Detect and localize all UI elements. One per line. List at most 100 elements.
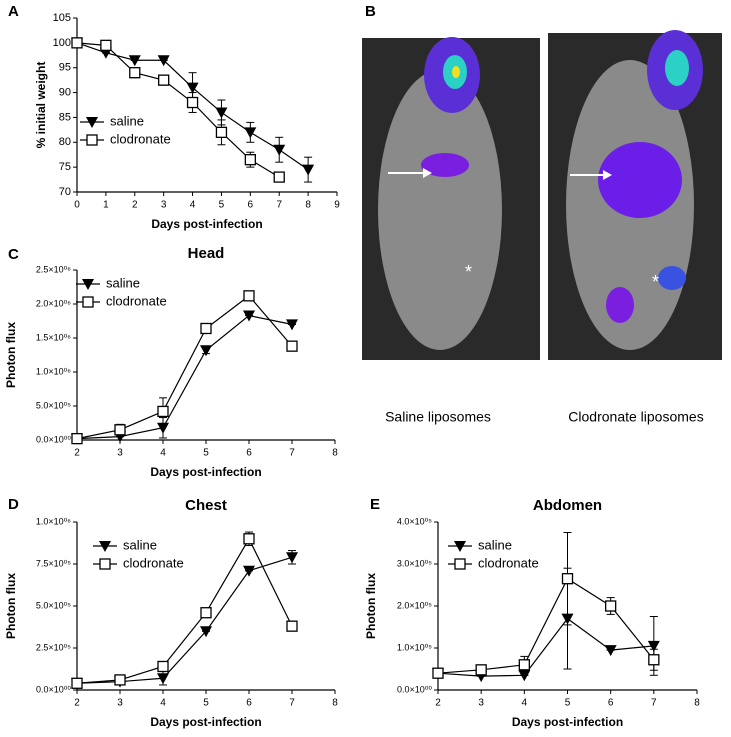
x-tick-label: 2 [74,448,80,459]
marker [648,654,660,666]
x-tick-label: 4 [190,200,196,211]
series-line [76,556,293,684]
signal-chest [598,142,682,218]
marker [100,39,112,51]
y-axis-label: % initial weight [34,62,48,149]
marker [114,674,126,686]
signal-leg [606,287,634,323]
y-axis-label: Photon flux [4,322,18,388]
x-axis-label: Days post-infection [151,217,262,231]
marker [432,667,444,679]
arrow-head [603,170,612,180]
image-panel: B * * Saline liposomes Clodronate liposo… [362,3,722,425]
x-tick-label: 2 [435,698,441,709]
marker [82,296,94,308]
series-line [437,617,654,677]
marker [273,144,286,156]
x-tick-label: 4 [522,698,528,709]
marker [243,565,255,577]
legend-label: saline [110,113,144,128]
x-tick-label: 8 [332,698,338,709]
y-tick-label: 5.0×10⁰⁵ [36,600,71,610]
y-tick-label: 100 [53,37,71,49]
series-line [76,295,293,440]
x-tick-label: 6 [248,200,254,211]
x-tick-label: 6 [246,698,252,709]
legend-label: clodronate [110,131,171,146]
y-tick-label: 2.0×10⁰⁵ [397,600,432,610]
marker [243,310,255,322]
marker [518,659,530,671]
caption: Saline liposomes [385,409,491,425]
y-tick-label: 85 [59,111,71,123]
y-tick-label: 5.0×10⁰⁵ [36,400,71,410]
marker [243,290,255,302]
marker [128,55,141,67]
legend-label: saline [123,537,157,552]
y-tick-label: 1.0×10⁰⁶ [36,516,71,526]
x-tick-label: 3 [117,448,123,459]
y-tick-label: 80 [59,136,71,148]
y-tick-label: 2.0×10⁰⁶ [36,298,71,308]
chart-title: Chest [185,497,227,514]
y-tick-label: 3.0×10⁰⁵ [397,558,432,568]
y-tick-label: 0.0×10⁰⁰ [36,684,71,694]
x-tick-label: 4 [160,448,166,459]
series-line [437,577,655,674]
marker [215,107,228,119]
y-tick-label: 0.0×10⁰⁰ [397,684,432,694]
y-tick-label: 95 [59,62,71,74]
marker [186,96,199,109]
panel-label: E [370,496,380,513]
x-axis-label: Days post-infection [150,715,261,729]
marker [129,67,141,79]
marker [244,154,256,166]
y-tick-label: 2.5×10⁰⁶ [36,264,71,274]
y-tick-label: 1.0×10⁰⁶ [36,366,71,376]
y-tick-label: 2.5×10⁰⁵ [36,642,71,652]
y-tick-label: 1.0×10⁰⁵ [397,642,432,652]
y-tick-label: 1.5×10⁰⁶ [36,332,71,342]
marker [243,533,255,545]
x-tick-label: 9 [334,200,340,211]
marker [605,600,617,612]
y-axis-label: Photon flux [4,573,18,639]
x-tick-label: 7 [651,698,657,709]
panel-label: B [365,3,376,20]
marker [99,541,111,552]
marker [186,82,199,94]
y-tick-label: 105 [53,12,71,24]
marker [99,558,111,570]
y-tick-label: 7.5×10⁰⁵ [36,558,71,568]
marker [200,626,212,638]
legend-label: clodronate [106,293,167,308]
x-tick-label: 0 [74,200,80,211]
marker [454,541,466,552]
marker [157,673,169,685]
y-axis-label: Photon flux [364,573,378,639]
caption: Clodronate liposomes [568,409,703,425]
marker [200,345,212,357]
legend-label: saline [478,537,512,552]
marker [286,319,298,331]
chart-title: Head [188,245,225,262]
chart-title: Abdomen [533,497,602,514]
x-tick-label: 3 [478,698,484,709]
x-tick-label: 5 [203,698,209,709]
marker [82,279,94,290]
signal-core [665,50,689,86]
marker [158,74,170,86]
legend-label: clodronate [478,555,539,570]
asterisk: * [465,262,472,282]
x-tick-label: 2 [74,698,80,709]
marker [71,37,83,49]
x-axis-label: Days post-infection [150,465,261,479]
marker [302,164,315,176]
marker [273,171,285,183]
signal-peak [452,66,460,78]
signal-chest [421,153,469,177]
y-tick-label: 0.0×10⁰⁰ [36,434,71,444]
x-tick-label: 8 [694,698,700,709]
y-tick-label: 4.0×10⁰⁵ [397,516,432,526]
